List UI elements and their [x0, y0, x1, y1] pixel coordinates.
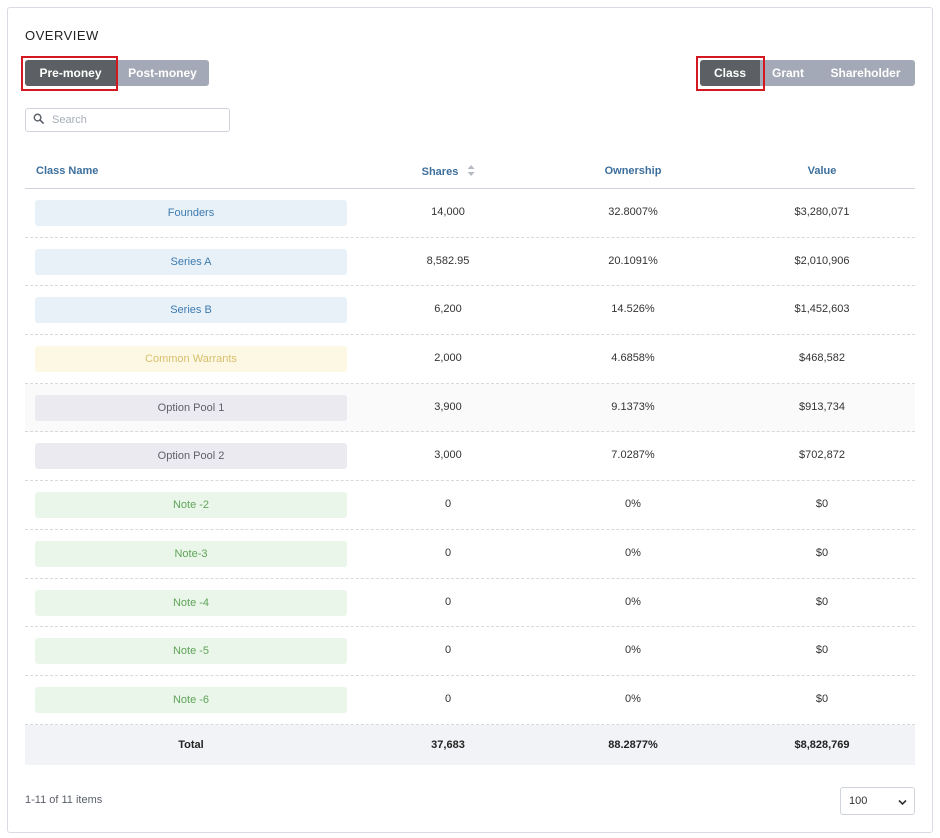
highlight-box [696, 56, 765, 91]
shares-cell: 14,000 [431, 206, 465, 218]
highlight-box [21, 56, 118, 91]
pagination-info: 1-11 of 11 items [25, 794, 103, 806]
class-chip: Note -5 [35, 638, 347, 665]
class-chip: Series A [35, 248, 347, 275]
class-chip: Founders [35, 200, 347, 226]
total-shares: 37,683 [431, 739, 465, 751]
value-cell: $702,872 [799, 449, 845, 462]
table-row[interactable]: Common Warrants 2,000 4.6858% $468,582 [25, 335, 915, 384]
view-toggle: Class Grant Shareholder [700, 60, 915, 86]
class-chip: Common Warrants [35, 346, 347, 373]
shares-cell: 3,900 [434, 400, 462, 413]
class-chip: Option Pool 2 [35, 443, 347, 470]
shares-cell: 2,000 [434, 352, 462, 365]
ownership-cell: 9.1373% [611, 400, 655, 413]
total-label: Total [178, 739, 204, 751]
shares-cell: 0 [444, 692, 452, 705]
chevron-down-icon [898, 797, 907, 809]
table-row[interactable]: Note -5 0 0% $0 [25, 627, 915, 676]
search-icon [33, 111, 44, 129]
ownership-cell: 0% [625, 546, 641, 559]
shareholder-view-button[interactable]: Shareholder [816, 60, 915, 86]
table-row[interactable]: Option Pool 1 3,900 9.1373% $913,734 [25, 383, 915, 433]
class-view-button[interactable]: Class [700, 60, 760, 86]
ownership-cell: 0% [625, 692, 641, 705]
total-row: Total 37,683 88.2877% $8,828,769 [25, 725, 915, 765]
col-header-shares[interactable]: Shares [422, 165, 475, 179]
page-title: OVERVIEW [25, 28, 99, 43]
total-value: $8,828,769 [794, 739, 850, 751]
page-size-select[interactable]: 100 [840, 787, 915, 815]
class-chip: Option Pool 1 [35, 394, 347, 421]
table-row[interactable]: Note -6 0 0% $0 [25, 676, 915, 725]
ownership-cell: 14.526% [611, 303, 655, 316]
shares-cell: 6,200 [434, 303, 462, 316]
ownership-cell: 0% [625, 498, 641, 511]
table-row[interactable]: Note -2 0 0% $0 [25, 481, 915, 530]
shares-cell: 0 [444, 595, 452, 608]
value-cell: $913,734 [799, 400, 845, 413]
ownership-cell: 0% [625, 644, 641, 657]
value-cell: $0 [815, 692, 829, 705]
class-chip: Series B [35, 297, 347, 324]
value-cell: $1,452,603 [794, 303, 850, 316]
value-cell: $0 [815, 595, 829, 608]
sort-icon[interactable] [467, 165, 475, 179]
pre-money-button[interactable]: Pre-money [25, 60, 116, 86]
post-money-button[interactable]: Post-money [116, 60, 209, 86]
class-chip: Note-3 [35, 540, 347, 567]
ownership-cell: 0% [625, 595, 641, 608]
table-body: Founders 14,000 32.8007% $3,280,071 Seri… [25, 189, 915, 725]
table-row[interactable]: Founders 14,000 32.8007% $3,280,071 [25, 189, 915, 238]
ownership-cell: 32.8007% [608, 206, 658, 218]
shares-cell: 3,000 [434, 449, 462, 462]
ownership-cell: 4.6858% [611, 352, 655, 365]
col-header-ownership[interactable]: Ownership [604, 165, 662, 177]
class-chip: Note -4 [35, 589, 347, 616]
value-cell: $468,582 [799, 352, 845, 365]
value-cell: $3,280,071 [794, 206, 850, 218]
col-header-value[interactable]: Value [807, 165, 837, 177]
grant-view-button[interactable]: Grant [760, 60, 816, 86]
shares-cell: 0 [444, 644, 452, 657]
search-box[interactable] [25, 108, 230, 132]
money-toggle: Pre-money Post-money [25, 60, 209, 86]
table-row[interactable]: Option Pool 2 3,000 7.0287% $702,872 [25, 432, 915, 482]
shares-cell: 0 [444, 546, 452, 559]
value-cell: $0 [815, 498, 829, 511]
shares-cell: 0 [444, 498, 452, 511]
col-header-class-name[interactable]: Class Name [36, 165, 99, 177]
value-cell: $2,010,906 [794, 254, 850, 267]
col-header-shares-label: Shares [421, 165, 459, 178]
table-header: Class Name Shares Ownership Value [25, 155, 915, 189]
table-row[interactable]: Note-3 0 0% $0 [25, 530, 915, 579]
class-chip: Note -6 [35, 686, 347, 713]
table-row[interactable]: Series B 6,200 14.526% $1,452,603 [25, 286, 915, 336]
page-size-value: 100 [849, 795, 868, 807]
ownership-cell: 7.0287% [611, 449, 655, 462]
value-cell: $0 [815, 546, 829, 559]
table-row[interactable]: Series A 8,582.95 20.1091% $2,010,906 [25, 238, 915, 287]
table-row[interactable]: Note -4 0 0% $0 [25, 579, 915, 628]
search-input[interactable] [50, 113, 224, 127]
shares-cell: 8,582.95 [426, 254, 470, 267]
value-cell: $0 [815, 644, 829, 657]
total-ownership: 88.2877% [608, 739, 658, 751]
ownership-cell: 20.1091% [608, 254, 658, 267]
class-chip: Note -2 [35, 492, 347, 519]
